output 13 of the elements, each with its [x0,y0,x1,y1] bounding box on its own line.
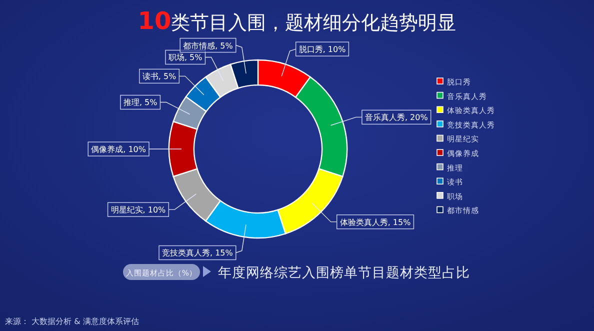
data-label: 音乐真人秀, 20% [364,113,428,122]
text: 年度网络综艺入围榜单节目题材类型占比 [218,265,470,281]
data-label: 都市情感, 5% [183,41,234,50]
data-label: 明星纪实, 10% [110,206,166,215]
data-label: 体验类真人秀, 15% [340,218,412,227]
chart-title: 10类节目入围，题材细分化趋势明显 [138,7,456,35]
data-label: 推理, 5% [123,98,158,108]
data-label: 竞技类真人秀, 15% [162,248,234,258]
data-label: 职场, 5% [168,53,203,62]
data-label: 偶像养成, 10% [91,145,146,154]
source-note: 来源： 大数据分析 & 满意度体系评估 [5,317,139,326]
data-label: 脱口秀, 10% [298,45,346,54]
data-label: 读书, 5% [142,72,177,82]
